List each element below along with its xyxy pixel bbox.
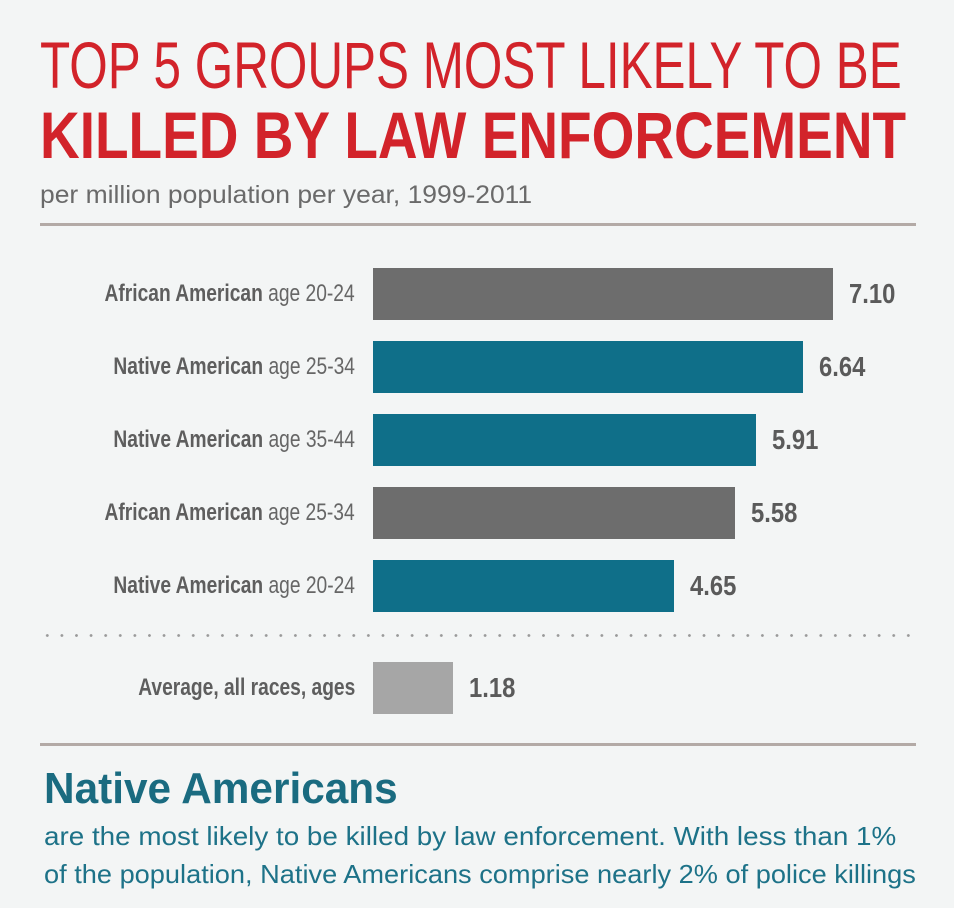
bottom-divider [40,743,916,746]
title-line-2: KILLED BY LAW ENFORCEMENT [40,100,906,170]
bar-native-american [373,341,804,393]
bar-african-american [373,487,735,539]
bar-value-label: 6.64 [819,351,866,382]
bar-label-age: age 35-44 [263,426,355,453]
bar-label-text: Native American age 35-44 [113,414,355,466]
bar-label: Native American age 25-34 [53,341,355,393]
bar-african-american [373,268,833,320]
average-label-text: Average, all races, ages [138,662,355,714]
callout-line-2: of the population, Native Americans comp… [44,858,916,890]
bar-label-text: African American age 20-24 [105,268,355,320]
bar-native-american [373,560,675,612]
bar-label: Native American age 35-44 [53,414,355,466]
bar-label-age: age 25-34 [263,499,355,526]
bar-label-age: age 20-24 [263,280,355,307]
bar-value-label: 5.58 [750,497,797,528]
bar-native-american [373,414,756,466]
subtitle-text: per million population per year, 1999-20… [40,181,533,209]
callout-line-1-text: are the most likely to be killed by law … [44,821,897,851]
bar-label-group: African American [104,280,264,307]
bar-label: African American age 25-34 [42,487,355,539]
bar-label-age: age 20-24 [263,572,355,599]
bar-label-group: Native American [113,426,264,453]
average-value-label: 1.18 [469,672,516,703]
callout-heading-text: Native Americans [44,764,398,813]
subtitle: per million population per year, 1999-20… [40,180,532,210]
bar-value-label: 7.10 [849,278,896,309]
bar-average [373,662,454,714]
bar-label-age: age 25-34 [263,353,355,380]
bar-value-label: 5.91 [771,424,819,455]
bar-label-text: Native American age 25-34 [113,341,355,393]
title-line-1-text: TOP 5 GROUPS MOST LIKELY TO BE [40,28,902,102]
bar-value-label: 4.65 [690,570,737,601]
bar-label-text: Native American age 20-24 [113,560,355,612]
bar-label-text: African American age 25-34 [105,487,355,539]
callout-heading: Native Americans [44,764,398,814]
bar-label-group: Native American [113,353,264,380]
callout-line-2-text: of the population, Native Americans comp… [44,859,916,889]
bar-label-group: Native American [113,572,264,599]
top-divider [40,223,916,226]
dotted-separator [40,634,920,637]
title-line-2-text: KILLED BY LAW ENFORCEMENT [40,98,907,172]
title-line-1: TOP 5 GROUPS MOST LIKELY TO BE [40,30,902,100]
bar-label: Native American age 20-24 [53,560,355,612]
average-label-bold: Average, all races, ages [137,674,355,701]
bar-label: African American age 20-24 [42,268,355,320]
bar-label-group: African American [104,499,264,526]
average-label: Average, all races, ages [84,662,355,714]
callout-line-1: are the most likely to be killed by law … [44,820,896,852]
